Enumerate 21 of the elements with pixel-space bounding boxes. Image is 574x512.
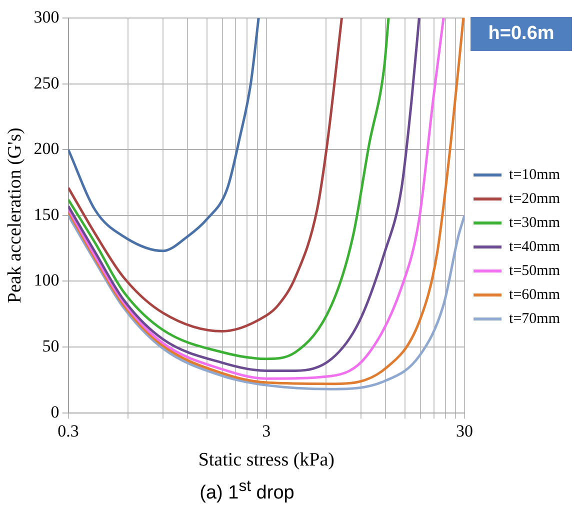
- legend-label: t=70mm: [509, 310, 560, 327]
- legend-label: t=40mm: [509, 238, 560, 255]
- text: h=0.6m: [488, 23, 554, 44]
- y-tick-label: 250: [34, 73, 60, 92]
- x-tick-label: 3: [262, 421, 271, 440]
- x-tick-label: 0.3: [58, 421, 79, 440]
- y-tick-label: 150: [34, 204, 60, 224]
- y-axis-title: Peak acceleration (G's): [4, 128, 26, 304]
- legend-label: t=30mm: [509, 214, 560, 231]
- legend-label: t=50mm: [509, 262, 560, 279]
- y-tick-label: 100: [34, 270, 60, 290]
- x-tick-label: 30: [456, 421, 474, 440]
- y-tick-label: 0: [50, 402, 60, 422]
- legend-label: t=60mm: [509, 286, 560, 303]
- text: (a) 1$^{st}$ drop: [198, 478, 296, 504]
- y-tick-label: 300: [34, 7, 60, 26]
- legend-label: t=10mm: [509, 166, 560, 183]
- y-tick-label: 50: [42, 336, 60, 356]
- x-axis-title: Static stress (kPa): [198, 450, 334, 471]
- y-tick-label: 200: [34, 139, 60, 158]
- legend-label: t=20mm: [509, 190, 560, 207]
